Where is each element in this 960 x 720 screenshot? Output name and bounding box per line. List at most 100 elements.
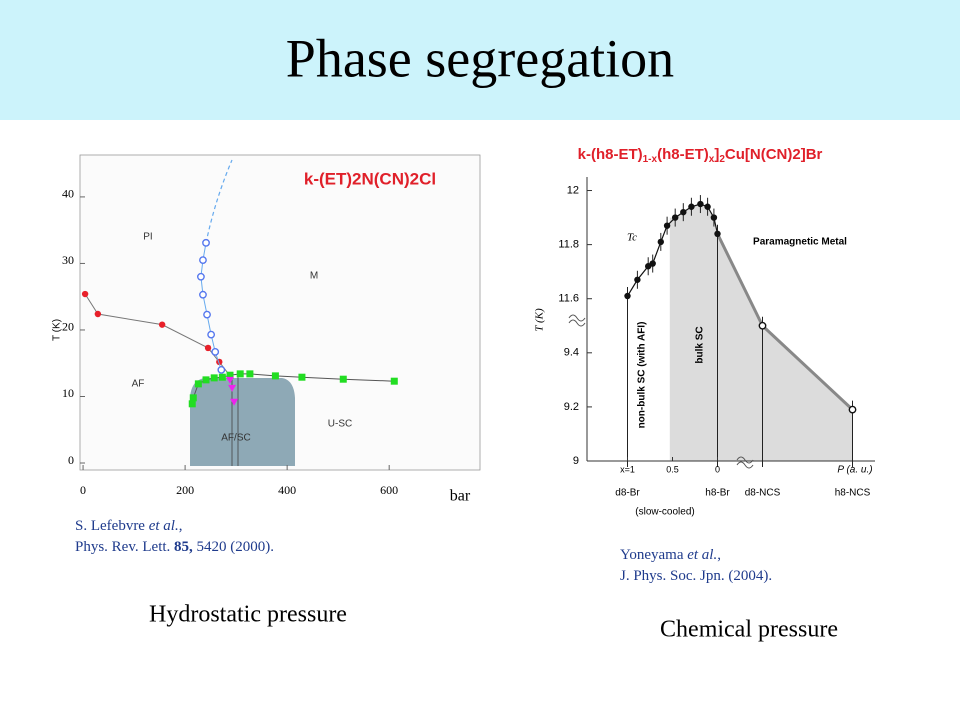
reference-part: 85, <box>174 539 193 555</box>
axis-break <box>568 314 586 327</box>
point <box>246 370 254 378</box>
point <box>202 238 210 247</box>
axis-break <box>736 456 754 469</box>
point <box>710 214 718 221</box>
x-tick-label: d8-NCS <box>745 488 781 499</box>
point <box>714 230 721 237</box>
boundary-extension <box>205 159 233 244</box>
y-axis-label: T (K) <box>534 308 546 332</box>
x-tick-label: x=1 <box>620 464 635 474</box>
point <box>189 394 197 402</box>
region-label: U-SC <box>328 419 352 430</box>
title-part: x <box>709 154 715 165</box>
x-tick-label: 600 <box>380 483 398 497</box>
y-axis-label: T (K) <box>52 319 63 341</box>
region-label: AF <box>132 379 145 390</box>
reference-line: S. Lefebvre et al., <box>75 518 182 534</box>
chart-title: k-(h8-ET)1-x(h8-ET)x]2Cu[N(CN)2]Br <box>578 146 823 165</box>
reference-part: J. Phys. Soc. Jpn. (2004). <box>620 568 772 584</box>
region-label: PI <box>143 232 152 243</box>
y-tick-label: 11.8 <box>558 239 579 251</box>
y-tick-label: 40 <box>62 187 74 201</box>
x-tick-label: 400 <box>278 483 296 497</box>
point <box>199 290 207 299</box>
point <box>672 214 679 221</box>
title-band <box>0 0 960 120</box>
point <box>758 321 767 330</box>
point <box>688 203 695 210</box>
y-tick-label: 9.4 <box>564 347 579 359</box>
title-part: ] <box>714 146 719 163</box>
point <box>663 222 671 229</box>
point <box>230 398 239 406</box>
x-tick-label: 0.5 <box>666 464 679 474</box>
point <box>226 371 234 379</box>
point <box>697 200 704 208</box>
slide-title: Phase segregation <box>286 28 674 88</box>
reference-part: , <box>717 547 721 563</box>
x-tick-label: 0 <box>715 464 720 474</box>
point <box>218 373 226 381</box>
point <box>210 374 218 382</box>
y-tick-label: 10 <box>62 386 74 400</box>
x-axis-label: P (a. u.) <box>837 465 872 476</box>
reference-part: S. Lefebvre <box>75 518 149 534</box>
reference-part: Yoneyama <box>620 547 687 563</box>
point <box>236 370 244 378</box>
caption: Chemical pressure <box>660 617 838 643</box>
region-label: M <box>310 271 318 282</box>
point <box>680 208 687 216</box>
reference-part: 5420 (2000). <box>193 539 274 555</box>
y-tick-label: 30 <box>62 253 74 267</box>
title-part: 2 <box>719 154 725 165</box>
x-tick-label: 0 <box>80 483 86 497</box>
x-tick-label: h8-Br <box>705 488 730 499</box>
point <box>848 405 857 414</box>
reference-part: et al. <box>687 547 717 563</box>
point <box>634 276 641 283</box>
point <box>202 376 210 384</box>
point <box>649 260 656 267</box>
reference-line: J. Phys. Soc. Jpn. (2004). <box>620 568 772 584</box>
afsc-dome <box>190 378 295 466</box>
y-tick-label: 9 <box>573 455 579 467</box>
title-part: 1-x <box>643 154 658 165</box>
point <box>204 344 212 352</box>
point <box>228 384 237 392</box>
title-part: (h8-ET) <box>657 146 709 163</box>
region-label: AF/SC <box>221 433 250 444</box>
point <box>217 365 226 374</box>
x-axis-label: bar <box>450 488 471 505</box>
point <box>271 372 279 380</box>
point <box>704 203 711 210</box>
point <box>226 376 234 384</box>
point <box>94 310 102 318</box>
title-part: Cu[N(CN)2]Br <box>725 146 823 163</box>
y-tick-label: 12 <box>567 184 579 196</box>
reference-line: Yoneyama et al., <box>620 547 721 563</box>
point <box>298 373 306 381</box>
point <box>194 380 202 388</box>
title-part: k-(h8-ET) <box>578 146 643 163</box>
caption: Hydrostatic pressure <box>149 602 347 628</box>
point <box>203 310 211 319</box>
point <box>81 290 89 298</box>
reference-part: et al. <box>149 518 179 534</box>
y-tick-label: 11.6 <box>558 293 579 305</box>
x-tick-label: 200 <box>176 483 194 497</box>
y-tick-label: 20 <box>62 320 74 334</box>
x-tick-label: h8-NCS <box>835 488 871 499</box>
point <box>188 400 196 408</box>
shaded-area <box>669 204 853 462</box>
x-note: (slow-cooled) <box>635 507 694 518</box>
chart-title: k-(ET)2N(CN)2Cl <box>304 169 436 188</box>
y-tick-label: 0 <box>68 453 74 467</box>
point <box>199 256 207 265</box>
y-tick-label: 9.2 <box>564 401 579 413</box>
annotation: bulk SC <box>695 326 706 363</box>
reference-part: Phys. Rev. Lett. <box>75 539 174 555</box>
reference-part: , <box>179 518 183 534</box>
point <box>211 348 220 356</box>
